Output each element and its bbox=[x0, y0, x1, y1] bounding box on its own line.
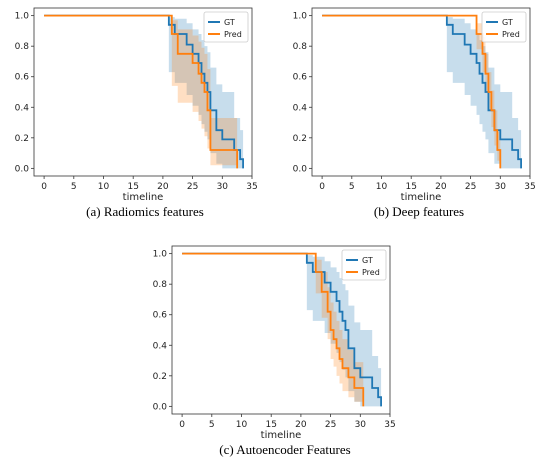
y-tick-label: 1.0 bbox=[15, 12, 30, 22]
x-tick-label: 30 bbox=[355, 420, 367, 430]
y-tick-label: 0.2 bbox=[153, 372, 167, 382]
chart-b-svg: 0 5 10 15 20 25 30 35 0.0 0.2 0.4 0.6 0.8 1.0 timeline… bbox=[293, 7, 536, 203]
x-tick-label: 35 bbox=[246, 182, 257, 192]
x-tick-label: 0 bbox=[41, 182, 47, 192]
series-line-pred bbox=[44, 14, 239, 169]
x-axis-label: timeline bbox=[261, 430, 302, 441]
y-tick-label: 0.2 bbox=[15, 134, 29, 144]
x-tick-label: 15 bbox=[265, 420, 276, 430]
chart-panel-b: 0 5 10 15 20 25 30 35 0.0 0.2 0.4 0.6 0.8 1.0 timeline… bbox=[278, 0, 548, 203]
plot-frame bbox=[311, 7, 531, 177]
x-tick-label: 25 bbox=[325, 420, 336, 430]
x-tick-label: 5 bbox=[71, 182, 77, 192]
legend-label-pred: Pred bbox=[362, 268, 380, 277]
plot-frame bbox=[171, 245, 391, 415]
x-tick-label: 20 bbox=[157, 182, 169, 192]
caption-b: (b) Deep features bbox=[373, 204, 465, 219]
plot-frame bbox=[33, 7, 253, 177]
x-tick-label: 0 bbox=[179, 420, 185, 430]
x-tick-label: 0 bbox=[319, 182, 325, 192]
chart-c-svg: 0 5 10 15 20 25 30 35 0.0 0.2 0.4 0.6 0.8 1.0 timeline… bbox=[153, 245, 396, 441]
y-tick-label: 0.8 bbox=[153, 280, 168, 290]
x-tick-label: 15 bbox=[405, 182, 416, 192]
legend-label-gt: GT bbox=[502, 18, 513, 27]
y-tick-label: 0.2 bbox=[293, 134, 307, 144]
y-tick-label: 0.6 bbox=[15, 73, 30, 83]
chart-panel-a: 0 5 10 15 20 25 30 35 0.0 0.2 0.4 0.6 0.8 1.0 timeline… bbox=[0, 0, 270, 203]
y-tick-label: 0.8 bbox=[293, 42, 308, 52]
x-tick-label: 10 bbox=[98, 182, 110, 192]
chart-panel-c: 0 5 10 15 20 25 30 35 0.0 0.2 0.4 0.6 0.8 1.0 timeline… bbox=[138, 238, 408, 441]
legend-label-gt: GT bbox=[224, 18, 235, 27]
y-tick-label: 0.8 bbox=[15, 42, 30, 52]
x-tick-label: 30 bbox=[495, 182, 507, 192]
x-tick-label: 10 bbox=[236, 420, 248, 430]
y-tick-label: 0.4 bbox=[153, 341, 168, 351]
x-tick-label: 5 bbox=[349, 182, 355, 192]
legend-label-gt: GT bbox=[362, 256, 373, 265]
caption-c: (c) Autoencoder Features bbox=[219, 442, 351, 457]
y-tick-label: 0.4 bbox=[15, 103, 30, 113]
y-tick-label: 0.0 bbox=[153, 402, 168, 412]
x-tick-label: 35 bbox=[384, 420, 395, 430]
x-tick-label: 20 bbox=[435, 182, 447, 192]
x-tick-label: 30 bbox=[217, 182, 229, 192]
legend-label-pred: Pred bbox=[502, 30, 520, 39]
x-tick-label: 5 bbox=[209, 420, 215, 430]
legend-label-pred: Pred bbox=[224, 30, 242, 39]
series-line-pred bbox=[182, 252, 365, 407]
x-tick-label: 20 bbox=[295, 420, 307, 430]
series-line-gt bbox=[322, 14, 522, 169]
x-tick-label: 10 bbox=[376, 182, 388, 192]
ci-band-pred bbox=[182, 253, 364, 407]
y-tick-label: 0.6 bbox=[153, 311, 168, 321]
x-tick-label: 25 bbox=[187, 182, 198, 192]
x-tick-label: 15 bbox=[127, 182, 138, 192]
y-tick-label: 1.0 bbox=[293, 12, 308, 22]
y-tick-label: 0.0 bbox=[293, 164, 308, 174]
x-axis-label: timeline bbox=[401, 192, 442, 203]
caption-a: (a) Radiomics features bbox=[86, 204, 204, 219]
chart-a-svg: 0 5 10 15 20 25 30 35 0.0 0.2 0.4 0.6 0.8 1.0 timeline… bbox=[15, 7, 258, 203]
y-tick-label: 0.6 bbox=[293, 73, 308, 83]
y-tick-label: 0.4 bbox=[293, 103, 308, 113]
series-line-pred bbox=[322, 14, 502, 169]
x-axis-label: timeline bbox=[123, 192, 164, 203]
x-tick-label: 25 bbox=[465, 182, 476, 192]
y-tick-label: 1.0 bbox=[153, 250, 168, 260]
x-tick-label: 35 bbox=[524, 182, 535, 192]
y-tick-label: 0.0 bbox=[15, 164, 30, 174]
